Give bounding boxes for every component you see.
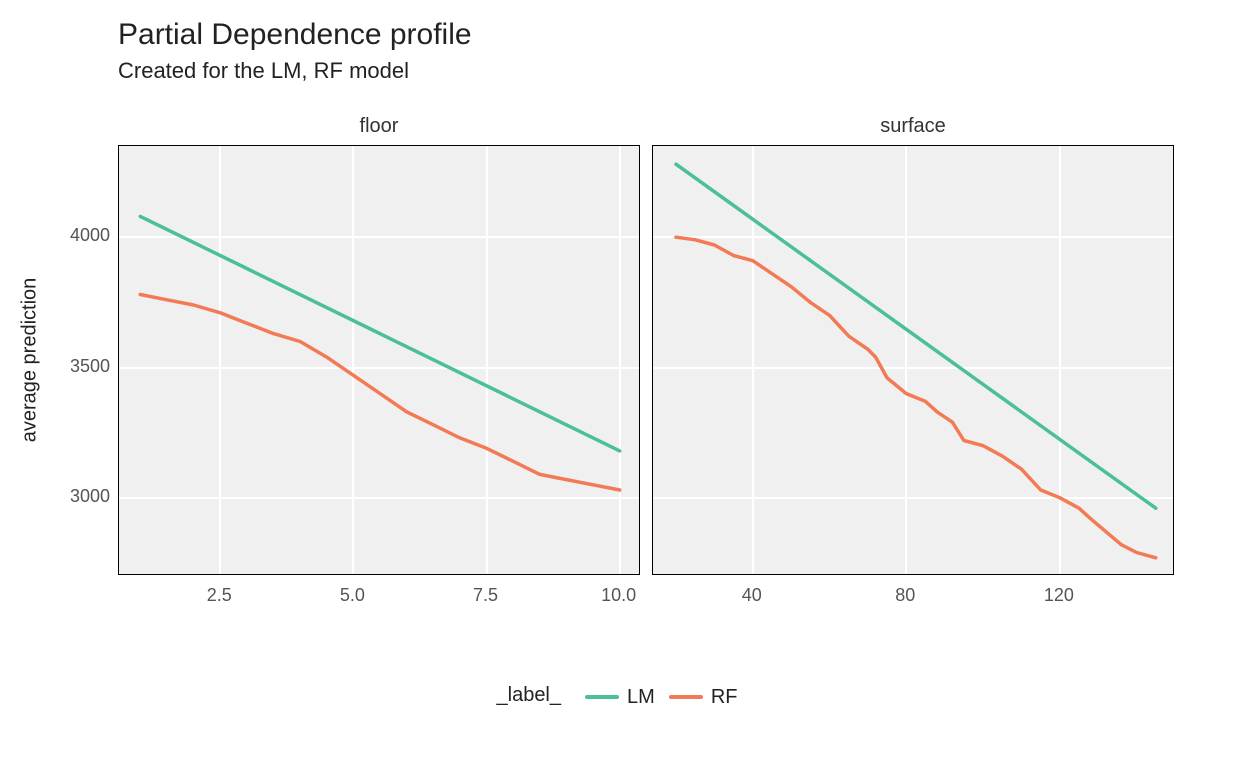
legend-title: _label_ — [497, 684, 562, 707]
legend-swatch — [669, 695, 703, 699]
facet-label: surface — [652, 115, 1174, 138]
x-tick-label: 120 — [1044, 585, 1074, 606]
facet-label: floor — [118, 115, 640, 138]
legend-label: RF — [711, 686, 738, 709]
x-tick-label: 2.5 — [207, 585, 232, 606]
series-line-lm — [676, 164, 1156, 508]
chart-container: Partial Dependence profile Created for t… — [0, 0, 1248, 768]
chart-subtitle: Created for the LM, RF model — [118, 58, 409, 84]
chart-panel — [118, 145, 640, 575]
chart-title: Partial Dependence profile — [118, 18, 472, 52]
series-svg — [119, 146, 641, 576]
y-tick-label: 4000 — [0, 225, 110, 246]
chart-panel — [652, 145, 1174, 575]
y-tick-label: 3000 — [0, 486, 110, 507]
x-tick-label: 40 — [742, 585, 762, 606]
legend: _label_ LM RF — [0, 682, 1248, 709]
legend-item: LM — [585, 686, 655, 709]
x-tick-label: 80 — [895, 585, 915, 606]
series-svg — [653, 146, 1175, 576]
legend-item: RF — [669, 686, 738, 709]
legend-swatch — [585, 695, 619, 699]
y-tick-label: 3500 — [0, 356, 110, 377]
x-tick-label: 5.0 — [340, 585, 365, 606]
series-line-rf — [676, 237, 1156, 558]
x-tick-label: 7.5 — [473, 585, 498, 606]
series-line-lm — [140, 216, 619, 451]
x-tick-label: 10.0 — [601, 585, 636, 606]
legend-label: LM — [627, 686, 655, 709]
series-line-rf — [140, 295, 619, 491]
